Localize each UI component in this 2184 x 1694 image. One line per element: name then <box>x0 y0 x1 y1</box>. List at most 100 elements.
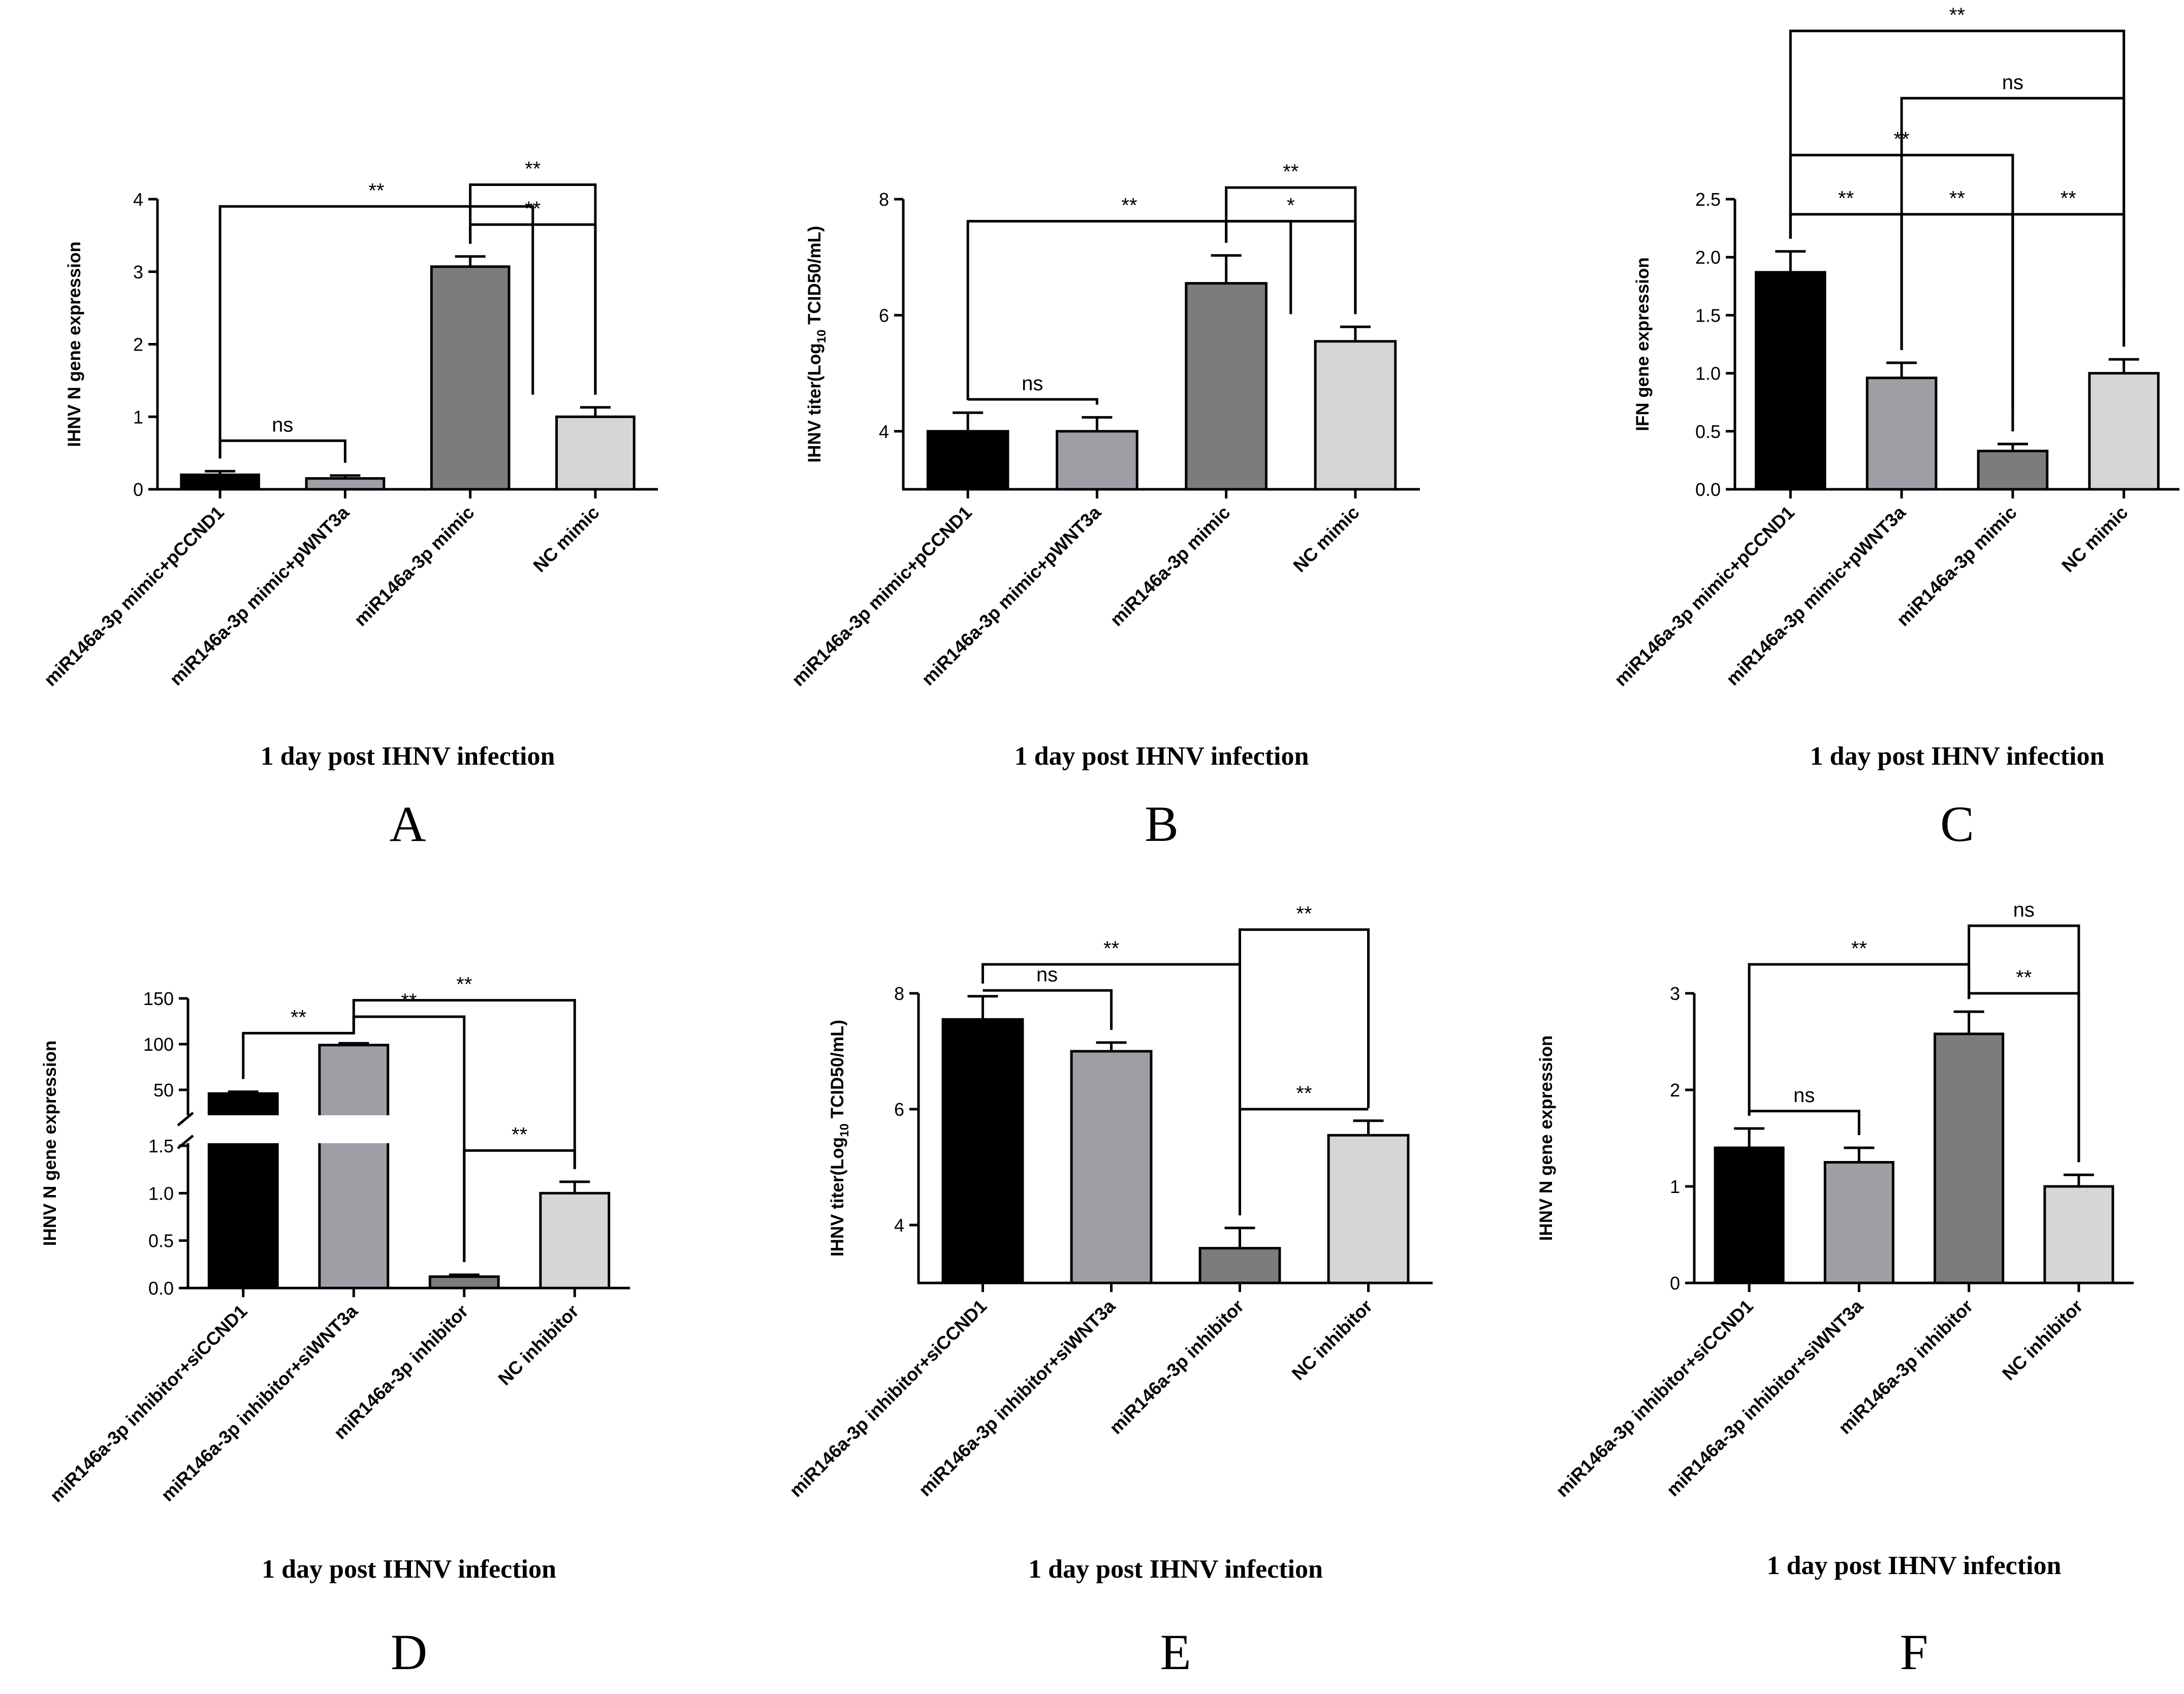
bracket-line <box>1748 1110 1860 1135</box>
bracket-line <box>218 205 534 459</box>
significance-bracket: ** <box>966 194 1292 400</box>
bar <box>305 477 386 491</box>
bar <box>318 1044 390 1290</box>
panel-C: 0.0 0.5 1.0 1.5 2.0 2.5 miR146a-3p mimic+pCCND… <box>1610 4 2179 852</box>
significance-label: ** <box>1838 187 1854 210</box>
bracket-line <box>966 398 1098 405</box>
bar <box>539 1191 611 1290</box>
bar <box>1755 271 1826 491</box>
y-tick-label: 1.5 <box>1695 305 1721 326</box>
bar <box>926 430 1009 491</box>
significance-label: ** <box>1949 187 1965 210</box>
category-label: NC mimic <box>2058 502 2132 576</box>
bar <box>555 415 636 491</box>
y-axis-label-part: TCID50/mL) <box>828 1020 847 1123</box>
y-tick-label: 1.5 <box>148 1136 174 1156</box>
y-tick-label: 100 <box>143 1034 174 1055</box>
significance-label: ns <box>2002 71 2023 93</box>
panel-letter: E <box>1160 1624 1191 1680</box>
axis-break <box>168 1115 635 1143</box>
bracket-line <box>1968 924 2080 1163</box>
category-label: miR146a-3p inhibitor+siCCND1 <box>1552 1296 1757 1501</box>
y-tick-label: 2 <box>1670 1080 1680 1101</box>
bar <box>1198 1247 1281 1284</box>
y-axis-label-part: TCID50/mL) <box>805 226 825 329</box>
y-tick-label: 0.5 <box>1695 421 1721 442</box>
bar <box>941 1018 1024 1284</box>
y-tick-label: 2.5 <box>1695 189 1721 210</box>
category-label: miR146a-3p mimic <box>350 502 479 631</box>
category-label: miR146a-3p inhibitor+siCCND1 <box>46 1301 251 1507</box>
panel-E: 4 6 8 miR146a-3p inhibitor+siCCND1 miR146a-3… <box>785 903 1433 1680</box>
y-tick-label: 1 <box>133 406 143 427</box>
x-axis-label: 1 day post IHNV infection <box>262 1555 556 1584</box>
y-tick-label: 8 <box>879 189 889 210</box>
bracket-line <box>983 989 1113 1030</box>
significance-bracket: ** <box>218 179 534 459</box>
bar <box>1977 450 2049 491</box>
y-axis-label: IHNV N gene expression <box>40 1041 60 1246</box>
panel-letter: C <box>1940 796 1974 852</box>
bracket-line <box>1225 186 1357 315</box>
significance-label: ** <box>368 179 384 202</box>
bracket-line <box>242 1030 355 1079</box>
y-axis-label-subscript: 10 <box>815 330 829 343</box>
y-tick-label: 1.0 <box>1695 363 1721 384</box>
category-label: NC inhibitor <box>1288 1296 1377 1385</box>
y-tick-label: 150 <box>143 988 174 1009</box>
significance-label: ** <box>1121 194 1137 216</box>
bracket-line <box>1239 928 1370 1215</box>
y-tick-label: 4 <box>133 189 143 210</box>
y-tick-label: 6 <box>894 1099 904 1120</box>
category-label: miR146a-3p inhibitor <box>1105 1296 1248 1438</box>
category-label: NC mimic <box>1289 502 1363 576</box>
significance-bracket: ** <box>469 158 597 395</box>
x-axis-label: 1 day post IHNV infection <box>1810 742 2105 771</box>
x-axis-label: 1 day post IHNV infection <box>1767 1551 2062 1580</box>
significance-label: ** <box>456 974 472 996</box>
category-label: NC mimic <box>529 502 603 576</box>
significance-label: ** <box>2016 966 2032 989</box>
bar <box>2088 372 2160 491</box>
y-tick-label: 0.0 <box>148 1278 174 1299</box>
significance-bracket: ** <box>1225 161 1357 315</box>
category-label: miR146a-3p mimic <box>1106 502 1235 631</box>
significance-label: ns <box>1793 1084 1815 1107</box>
bar <box>428 1275 500 1290</box>
y-tick-label: 0 <box>1670 1273 1680 1294</box>
category-label: miR146a-3p mimic+pWNT3a <box>1722 501 1910 689</box>
y-axis-label-part: IHNV titer(Log <box>828 1137 847 1257</box>
x-axis-label: 1 day post IHNV infection <box>261 742 555 771</box>
bar <box>1056 430 1138 491</box>
significance-label: ** <box>291 1006 306 1028</box>
bar <box>1714 1146 1785 1284</box>
panel-F: 0 1 2 3 miR146a-3p inhibitor+siCCND1miR146a-… <box>1536 899 2134 1680</box>
panel-letter: D <box>391 1624 427 1680</box>
x-axis-label: 1 day post IHNV infection <box>1015 742 1309 771</box>
bracket-line <box>352 999 576 1169</box>
significance-bracket: ** <box>352 974 576 1169</box>
significance-label: ** <box>2061 187 2076 210</box>
y-tick-label: 2.0 <box>1695 247 1721 268</box>
significance-label: ** <box>512 1123 527 1146</box>
category-label: NC inhibitor <box>494 1301 583 1390</box>
y-axis-label: IHNV N gene expression <box>1536 1036 1556 1241</box>
significance-label: ns <box>1022 372 1043 395</box>
category-label: NC inhibitor <box>1998 1296 2087 1385</box>
y-axis-label: IHNV titer(Log10 TCID50/mL) <box>828 1020 851 1257</box>
y-tick-label: 1 <box>1670 1176 1680 1197</box>
bar <box>1327 1134 1410 1284</box>
y-tick-label: 4 <box>879 421 889 442</box>
significance-label: ns <box>272 414 293 436</box>
y-tick-label: 0.5 <box>148 1231 174 1251</box>
bar <box>1185 282 1268 491</box>
category-label: miR146a-3p mimic+pCCND1 <box>1610 502 1798 691</box>
bar <box>430 265 511 491</box>
significance-bracket: ns <box>1968 899 2080 1163</box>
panel-D: 0.0 0.5 1.0 1.5 50 100 150 miR146a-3p inhibitor… <box>40 974 635 1680</box>
y-tick-label: 0 <box>133 479 143 500</box>
significance-label: ns <box>2013 899 2035 921</box>
